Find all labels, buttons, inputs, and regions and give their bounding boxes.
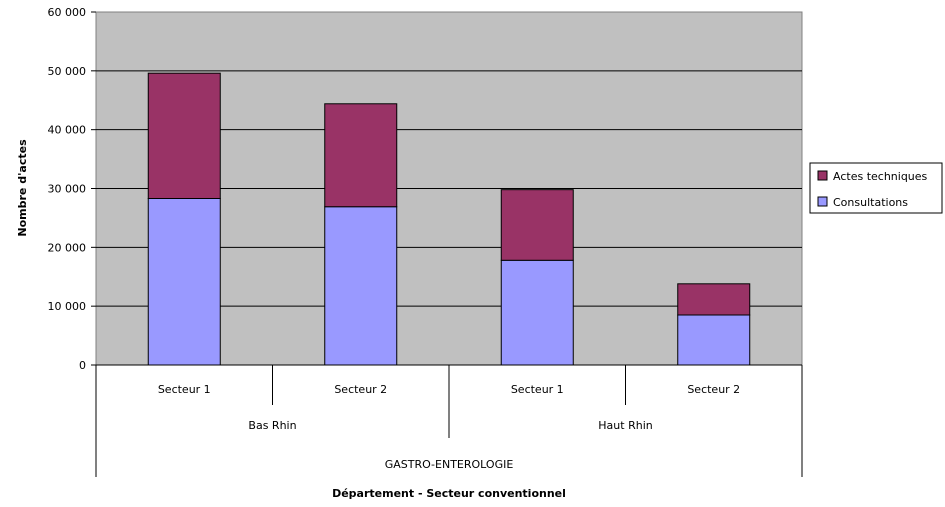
- bar-actes-techniques: [147, 72, 221, 200]
- legend-box: [809, 162, 943, 214]
- x-group-label: Bas Rhin: [248, 419, 296, 432]
- bar-actes-techniques: [324, 103, 398, 208]
- x-tick-label: Secteur 2: [687, 383, 740, 396]
- y-tick-label: 20 000: [48, 241, 87, 254]
- bars: [147, 72, 751, 366]
- x-axis-title: Département - Secteur conventionnel: [332, 487, 566, 500]
- y-tick-label: 30 000: [48, 183, 87, 196]
- legend-label: Consultations: [833, 196, 908, 209]
- legend-swatch: [817, 170, 828, 181]
- x-tick-label: Secteur 1: [511, 383, 564, 396]
- x-supergroup-label: GASTRO-ENTEROLOGIE: [385, 458, 514, 471]
- y-tick-label: 60 000: [48, 6, 87, 19]
- y-axis-title: Nombre d'actes: [16, 139, 29, 237]
- bar-consultations: [324, 206, 398, 366]
- x-group-label: Haut Rhin: [598, 419, 652, 432]
- bar-actes-techniques: [500, 189, 574, 261]
- x-axis: Secteur 1 Secteur 2 Secteur 1 Secteur 2 Bas …: [95, 364, 803, 477]
- bar-consultations: [677, 314, 751, 366]
- bar-consultations: [500, 259, 574, 366]
- y-tick-label: 0: [79, 359, 86, 372]
- legend-swatch: [817, 196, 828, 207]
- y-tick-label: 10 000: [48, 300, 87, 313]
- legend: Actes techniques Consultations: [809, 162, 943, 214]
- y-tick-label: 40 000: [48, 124, 87, 137]
- y-tick-label: 50 000: [48, 65, 87, 78]
- x-tick-label: Secteur 1: [158, 383, 211, 396]
- y-axis-ticks: 0 10 000 20 000 30 000 40 000 50 000 60 000: [48, 6, 96, 372]
- bar-actes-techniques: [677, 283, 751, 316]
- legend-label: Actes techniques: [833, 170, 928, 183]
- x-tick-label: Secteur 2: [334, 383, 387, 396]
- bar-consultations: [147, 198, 221, 366]
